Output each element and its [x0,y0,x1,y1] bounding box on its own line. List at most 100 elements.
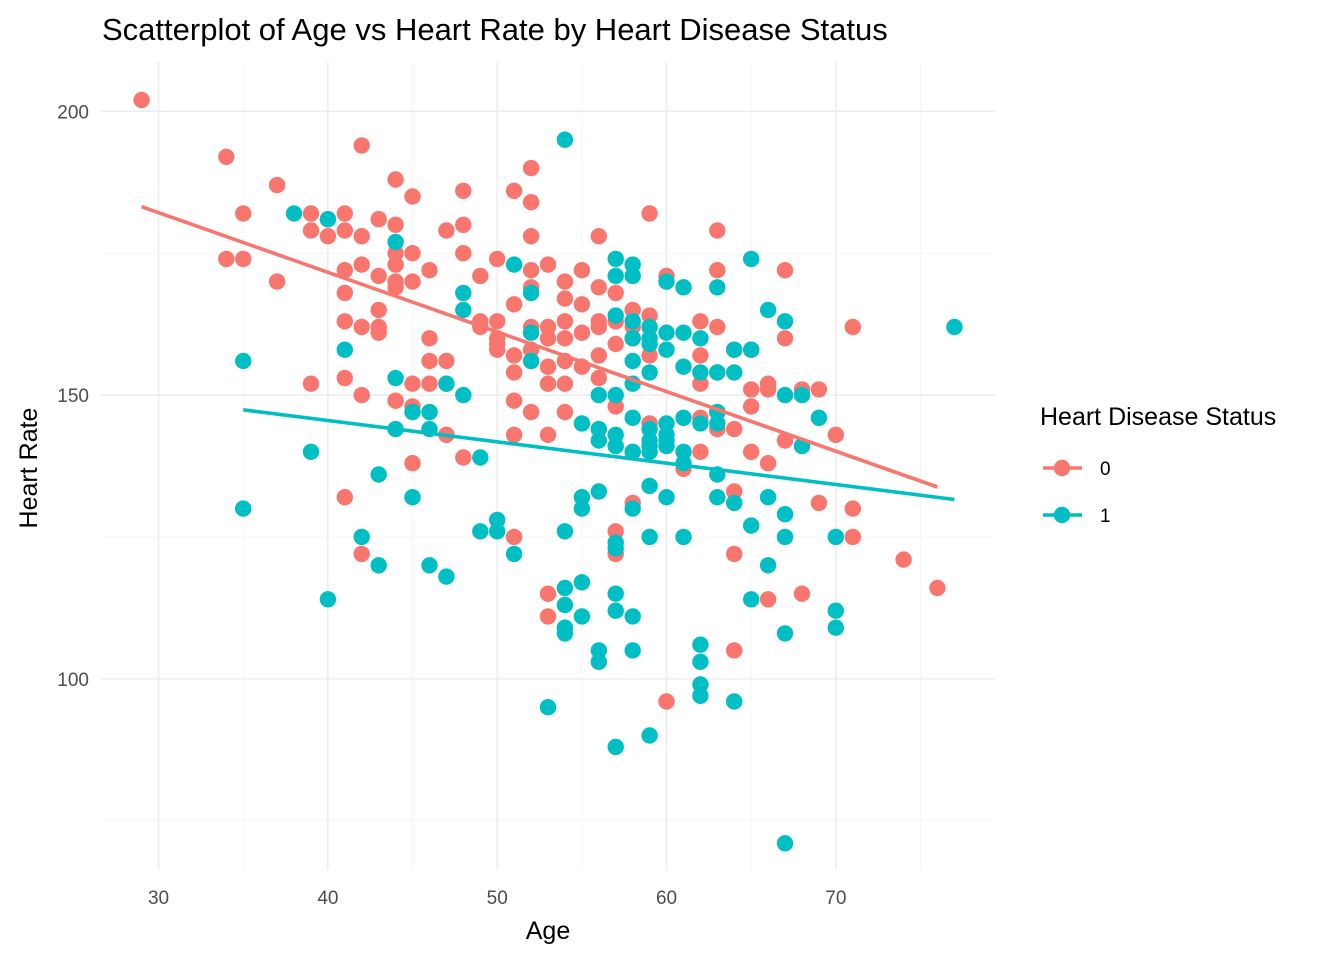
point-series-0 [387,392,404,409]
point-series-1 [692,636,709,653]
point-series-1 [607,540,624,557]
point-series-1 [607,250,624,268]
point-series-1 [539,699,557,716]
point-series-0 [776,330,794,347]
point-series-1 [726,693,743,710]
point-series-0 [590,318,607,336]
point-series-1 [692,676,709,693]
point-series-1 [404,489,421,506]
point-series-0 [743,443,760,460]
point-series-1 [472,523,489,540]
point-series-0 [421,330,438,347]
point-series-0 [370,301,387,319]
point-series-1 [641,443,658,460]
point-series-0 [556,273,574,290]
point-series-0 [353,545,370,563]
y-axis-title: Heart Rate [15,408,43,529]
point-series-1 [658,437,675,455]
point-series-1 [522,284,540,302]
point-series-0 [522,262,540,279]
point-series-1 [370,466,387,483]
point-series-0 [387,245,404,262]
point-series-1 [387,233,404,251]
point-series-0 [489,313,506,330]
point-series-0 [404,188,421,205]
point-series-1 [522,324,540,341]
point-series-0 [404,273,421,290]
point-series-0 [353,386,370,404]
point-series-1 [675,324,692,341]
point-series-1 [607,602,624,619]
point-series-1 [793,386,811,404]
point-series-1 [489,511,506,529]
point-series-0 [726,483,743,500]
point-series-1 [235,500,252,517]
point-series-1 [319,591,337,608]
point-series-0 [692,313,709,330]
point-series-1 [573,574,591,591]
point-series-1 [658,489,675,506]
point-series-1 [353,528,370,546]
point-series-0 [522,403,540,421]
point-series-0 [590,369,607,387]
point-series-1 [692,330,709,347]
point-series-1 [573,489,591,506]
point-series-0 [268,176,286,194]
point-series-1 [624,267,641,285]
point-series-1 [675,443,692,460]
point-series-0 [810,494,828,512]
point-series-0 [522,159,540,177]
point-series-0 [505,347,523,364]
grid [101,62,995,870]
point-series-1 [607,585,624,602]
point-series-0 [455,245,472,262]
point-series-1 [370,557,387,574]
point-series-0 [844,318,861,336]
point-series-1 [556,523,574,540]
point-series-0 [759,455,777,472]
point-series-0 [692,375,709,392]
point-series-0 [421,375,438,392]
legend-items: 01 [1043,459,1111,527]
point-series-0 [455,449,472,466]
point-series-0 [522,228,540,245]
point-series-1 [607,738,624,756]
point-series-1 [658,341,675,358]
point-series-0 [353,256,370,273]
point-series-0 [929,579,946,597]
point-series-0 [455,182,472,199]
point-series-0 [743,398,760,415]
point-series-0 [404,375,421,392]
x-axis-title: Age [526,917,570,945]
y-axis-ticks: 100 150 200 [57,102,89,690]
point-series-0 [607,398,624,415]
point-series-1 [421,403,438,421]
data-points [133,91,963,852]
point-series-0 [624,301,641,319]
point-series-1 [759,301,777,319]
point-series-1 [607,437,624,455]
point-series-1 [743,341,760,358]
point-series-0 [387,216,404,233]
point-series-1 [489,523,506,540]
point-series-0 [336,313,353,330]
point-series-1 [827,602,844,619]
point-series-0 [539,358,557,375]
point-series-1 [692,653,709,670]
x-tick-label: 50 [487,888,508,909]
point-series-0 [539,375,557,392]
point-series-0 [556,313,574,330]
point-series-1 [641,318,658,336]
x-tick-label: 30 [148,888,169,909]
point-series-1 [827,619,844,636]
x-tick-label: 40 [317,888,338,909]
point-series-0 [336,222,353,239]
point-series-0 [133,91,150,109]
point-series-0 [726,545,743,563]
point-series-0 [336,489,353,506]
point-series-1 [421,557,438,574]
point-series-0 [726,420,743,438]
point-series-1 [641,420,658,438]
point-series-1 [607,267,624,285]
